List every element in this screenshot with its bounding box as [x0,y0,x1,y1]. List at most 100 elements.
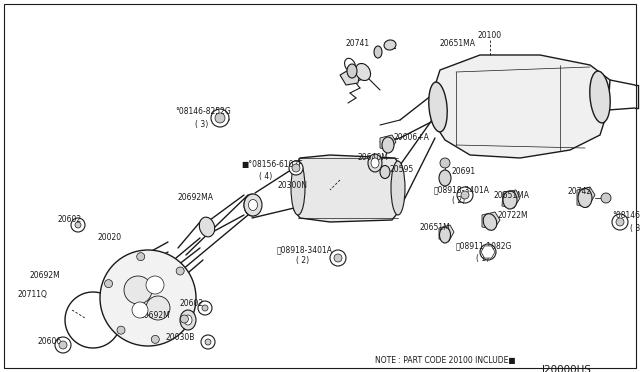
Circle shape [289,161,303,175]
Text: 20606+A: 20606+A [393,134,429,142]
Circle shape [245,198,259,212]
Circle shape [205,339,211,345]
Ellipse shape [199,217,214,237]
Text: ( 2): ( 2) [296,257,309,266]
Circle shape [612,214,628,230]
Text: °08146-8252G: °08146-8252G [175,108,231,116]
Circle shape [330,250,346,266]
Circle shape [151,336,159,343]
Circle shape [75,222,81,228]
Text: 20602: 20602 [58,215,82,224]
Circle shape [198,301,212,315]
Text: 20020: 20020 [98,232,122,241]
Circle shape [215,113,225,123]
Circle shape [146,276,164,294]
Ellipse shape [248,199,257,211]
Ellipse shape [439,170,451,186]
Text: ( 3): ( 3) [195,119,208,128]
Ellipse shape [344,58,355,72]
Ellipse shape [244,194,262,216]
Ellipse shape [483,214,497,230]
Circle shape [180,315,188,323]
Text: ( 1): ( 1) [476,253,489,263]
Circle shape [117,326,125,334]
Text: J20000HS: J20000HS [542,365,592,372]
Text: 20742: 20742 [568,187,592,196]
Text: 20300N: 20300N [278,180,308,189]
Circle shape [601,193,611,203]
Text: 20691: 20691 [452,167,476,176]
Circle shape [480,244,496,260]
Text: Ⓞ08911-1082G: Ⓞ08911-1082G [456,241,513,250]
Circle shape [201,335,215,349]
Text: 20602: 20602 [180,298,204,308]
Text: 20692M: 20692M [140,311,171,320]
Circle shape [176,267,184,275]
Polygon shape [577,187,595,207]
Ellipse shape [590,71,610,123]
Text: 20722M: 20722M [498,211,529,219]
Circle shape [211,109,229,127]
Ellipse shape [391,161,405,215]
Ellipse shape [382,137,394,153]
Circle shape [202,305,208,311]
Ellipse shape [440,227,451,243]
Polygon shape [502,190,520,208]
Circle shape [457,187,473,203]
Circle shape [292,164,300,172]
Text: 20640M: 20640M [358,153,389,161]
Circle shape [132,302,148,318]
Text: 20692MA: 20692MA [178,193,214,202]
Text: ( 2): ( 2) [452,196,465,205]
Ellipse shape [347,64,357,78]
Text: 20100: 20100 [478,32,502,41]
Polygon shape [482,212,500,229]
Ellipse shape [368,154,382,172]
Text: 20651M: 20651M [420,224,451,232]
Circle shape [100,250,196,346]
Ellipse shape [184,315,192,325]
Text: ■°08156-6102F: ■°08156-6102F [241,160,303,170]
Text: NOTE : PART CODE 20100 INCLUDE■: NOTE : PART CODE 20100 INCLUDE■ [375,356,516,365]
Text: 20651MA: 20651MA [494,190,530,199]
Text: °08146-8252G: °08146-8252G [612,211,640,219]
Ellipse shape [244,194,260,216]
Polygon shape [439,225,454,241]
Text: Ⓞ08918-3401A: Ⓞ08918-3401A [434,186,490,195]
Circle shape [616,218,624,226]
Ellipse shape [355,64,371,81]
Text: 20692M: 20692M [30,270,61,279]
Text: 20741: 20741 [346,38,370,48]
Circle shape [146,296,170,320]
Ellipse shape [374,46,382,58]
Text: 20606: 20606 [38,337,62,346]
Polygon shape [432,55,610,158]
Ellipse shape [503,191,517,209]
Polygon shape [380,135,396,150]
Ellipse shape [291,161,305,215]
Ellipse shape [180,310,196,330]
Circle shape [461,191,469,199]
Circle shape [440,158,450,168]
Ellipse shape [380,166,390,179]
Circle shape [71,218,85,232]
Text: ( 4): ( 4) [259,173,272,182]
Ellipse shape [578,189,592,208]
Text: Ⓞ08918-3401A: Ⓞ08918-3401A [277,246,333,254]
Ellipse shape [384,40,396,50]
Ellipse shape [371,158,379,168]
Text: 20711Q: 20711Q [18,291,48,299]
Circle shape [112,262,184,334]
Text: 20030B: 20030B [165,334,195,343]
Circle shape [137,253,145,261]
Text: ( 3): ( 3) [630,224,640,232]
Circle shape [483,247,493,257]
Text: 20651MA: 20651MA [440,38,476,48]
Circle shape [124,276,152,304]
Polygon shape [340,68,360,85]
Circle shape [55,337,71,353]
Circle shape [59,341,67,349]
Circle shape [334,254,342,262]
Polygon shape [294,155,402,222]
Ellipse shape [429,82,447,132]
